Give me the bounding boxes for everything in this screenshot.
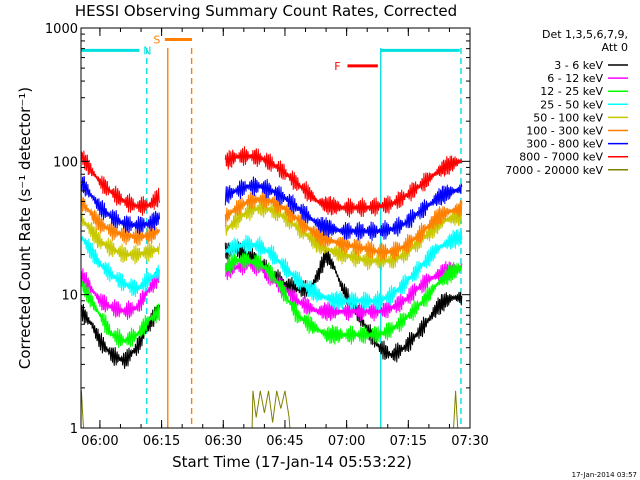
x-tick-label: 07:00 <box>328 434 365 449</box>
series-line <box>224 255 463 322</box>
x-tick-label: 07:15 <box>390 434 427 449</box>
series-line <box>224 176 463 241</box>
series-line <box>80 150 160 216</box>
x-tick-label: 06:30 <box>205 434 242 449</box>
x-axis-label: Start Time (17-Jan-14 05:53:22) <box>172 453 412 471</box>
legend-entry-label: 12 - 25 keV <box>540 85 603 98</box>
flag-label-f: F <box>334 60 340 73</box>
flag-label-s: S <box>153 33 160 46</box>
legend-header-line2: Att 0 <box>602 41 628 54</box>
y-tick-label: 100 <box>53 155 78 170</box>
x-tick-label: 06:15 <box>143 434 180 449</box>
series-line <box>81 303 160 369</box>
series-line <box>80 212 160 265</box>
series-line <box>224 251 463 345</box>
series-line <box>80 236 160 298</box>
y-tick-label: 1000 <box>45 22 78 37</box>
plot-frame <box>80 27 471 429</box>
legend-entry-label: 50 - 100 keV <box>533 111 603 124</box>
y-tick-label: 10 <box>61 289 78 304</box>
legend-entry-label: 300 - 800 keV <box>526 138 603 151</box>
series-line <box>80 268 160 320</box>
x-tick-label: 07:30 <box>451 434 488 449</box>
y-axis-label: Corrected Count Rate (s⁻¹ detector⁻¹) <box>16 87 34 369</box>
series-line <box>80 390 88 429</box>
legend-entry-label: 25 - 50 keV <box>540 98 603 111</box>
legend-entry-label: 6 - 12 keV <box>547 72 603 85</box>
x-tick-label: 06:45 <box>266 434 303 449</box>
legend-entry-label: 800 - 7000 keV <box>519 151 603 164</box>
axes-layer: 1 10 100 1000 06:00 06:15 06:30 06:45 07:00 07:15… <box>45 22 489 449</box>
series-line <box>224 146 463 218</box>
legend-entry-label: 100 - 300 keV <box>526 125 603 138</box>
x-tick-label: 06:00 <box>81 434 118 449</box>
series-line <box>251 390 459 429</box>
timestamp: 17-Jan-2014 03:57 <box>572 471 637 479</box>
series-layer <box>80 146 463 429</box>
series-line <box>80 176 160 235</box>
series-line <box>224 190 463 261</box>
chart-title: HESSI Observing Summary Count Rates, Cor… <box>75 2 457 20</box>
y-tick-label: 1 <box>70 422 78 437</box>
series-line <box>224 229 463 311</box>
flag-label-n: N <box>143 44 151 57</box>
legend-entry-label: 3 - 6 keV <box>554 59 603 72</box>
legend-header-line1: Det 1,3,5,6,7,9, <box>542 28 628 41</box>
series-line <box>81 281 160 349</box>
legend-entry-label: 7000 - 20000 keV <box>505 164 603 177</box>
series-line <box>80 191 160 247</box>
